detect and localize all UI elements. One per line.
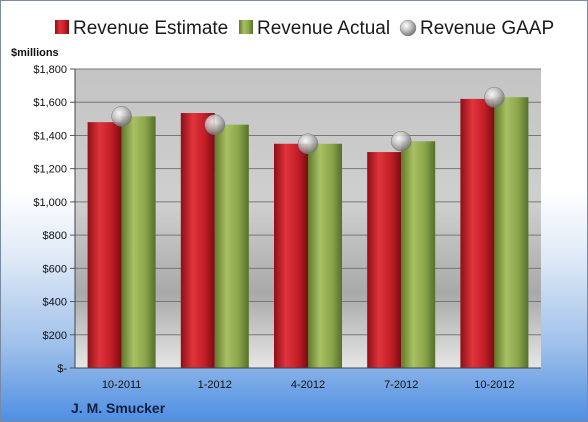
y-tick-label: $400 [43, 297, 67, 309]
y-axis-unit-label: $millions [11, 47, 59, 59]
company-name: J. M. Smucker [71, 400, 166, 416]
actual-bar [401, 141, 436, 368]
legend-estimate-swatch [55, 20, 69, 34]
estimate-bar [274, 143, 308, 368]
estimate-bar [87, 122, 122, 369]
x-axis-ticks: 10-2011 1-2012 4-2012 7-2012 10-2012 [75, 367, 541, 391]
y-tick-label: $600 [43, 263, 67, 275]
x-tick-label: 10-2011 [102, 379, 142, 391]
y-tick-label: $1,200 [33, 164, 67, 176]
estimate-bar [460, 98, 495, 369]
legend-actual-label: Revenue Actual [257, 18, 390, 39]
gaap-points [111, 86, 505, 154]
y-tick-label: $200 [43, 330, 67, 342]
y-tick-label: $1,000 [33, 197, 67, 209]
x-tick-label: 10-2012 [474, 379, 514, 391]
legend-estimate-label: Revenue Estimate [73, 18, 228, 39]
x-tick-label: 1-2012 [198, 379, 232, 391]
gaap-point [484, 86, 505, 108]
legend: Revenue Estimate Revenue Actual Revenue … [55, 18, 554, 39]
bars [87, 97, 529, 369]
legend-gaap-label: Revenue GAAP [420, 18, 554, 39]
actual-bar [214, 124, 249, 369]
x-tick-label: 4-2012 [291, 379, 325, 391]
y-tick-label: $1,600 [33, 97, 67, 109]
actual-bar [308, 143, 342, 368]
gaap-point [390, 131, 412, 152]
y-tick-label: $1,400 [33, 130, 67, 142]
legend-gaap-swatch [399, 19, 417, 37]
gaap-point [297, 133, 319, 154]
estimate-bar [180, 113, 215, 369]
gaap-point [204, 114, 226, 135]
legend-actual-swatch [239, 20, 253, 34]
estimate-bar [367, 152, 402, 368]
actual-bar [494, 97, 529, 368]
y-tick-label: $1,800 [33, 64, 67, 76]
y-tick-label: $- [57, 363, 67, 375]
y-axis-ticks: $- $200 $400 $600 $800 $1,000 $1,200 $1,400 $1,6… [33, 64, 76, 375]
y-tick-label: $800 [43, 230, 67, 242]
gaap-point [111, 106, 132, 127]
x-tick-label: 7-2012 [384, 379, 418, 391]
actual-bar [121, 116, 156, 368]
